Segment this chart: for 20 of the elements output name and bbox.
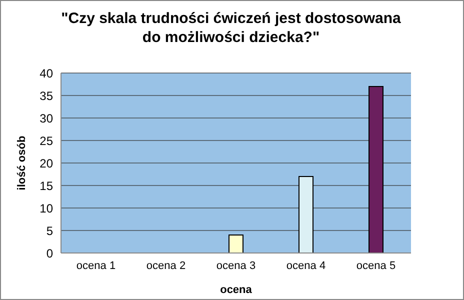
y-tick-label: 10 [40,201,54,216]
y-tick-label: 0 [46,246,54,260]
x-tick-label: ocena 1 [76,260,116,272]
x-tick-label: ocena 5 [356,260,396,272]
bar [368,86,384,253]
y-tick-label: 20 [40,156,54,170]
x-axis-title: ocena [220,284,253,296]
x-tick-label: ocena 3 [216,260,256,272]
x-tick-label: ocena 2 [146,260,186,272]
x-tick-label: ocena 4 [286,260,326,272]
bar [298,176,314,253]
y-tick-label: 5 [46,224,54,238]
y-tick-label: 25 [40,134,54,148]
y-tick-label: 40 [40,66,54,80]
y-tick-label: 35 [40,88,54,103]
y-axis-title: ilość osób [16,136,28,190]
chart-title: "Czy skala trudności ćwiczeń jest dostosowana do możliwości dziecka?" [61,9,401,47]
y-tick-label: 30 [40,111,54,126]
bar [228,234,244,253]
y-tick-label: 15 [40,178,54,193]
